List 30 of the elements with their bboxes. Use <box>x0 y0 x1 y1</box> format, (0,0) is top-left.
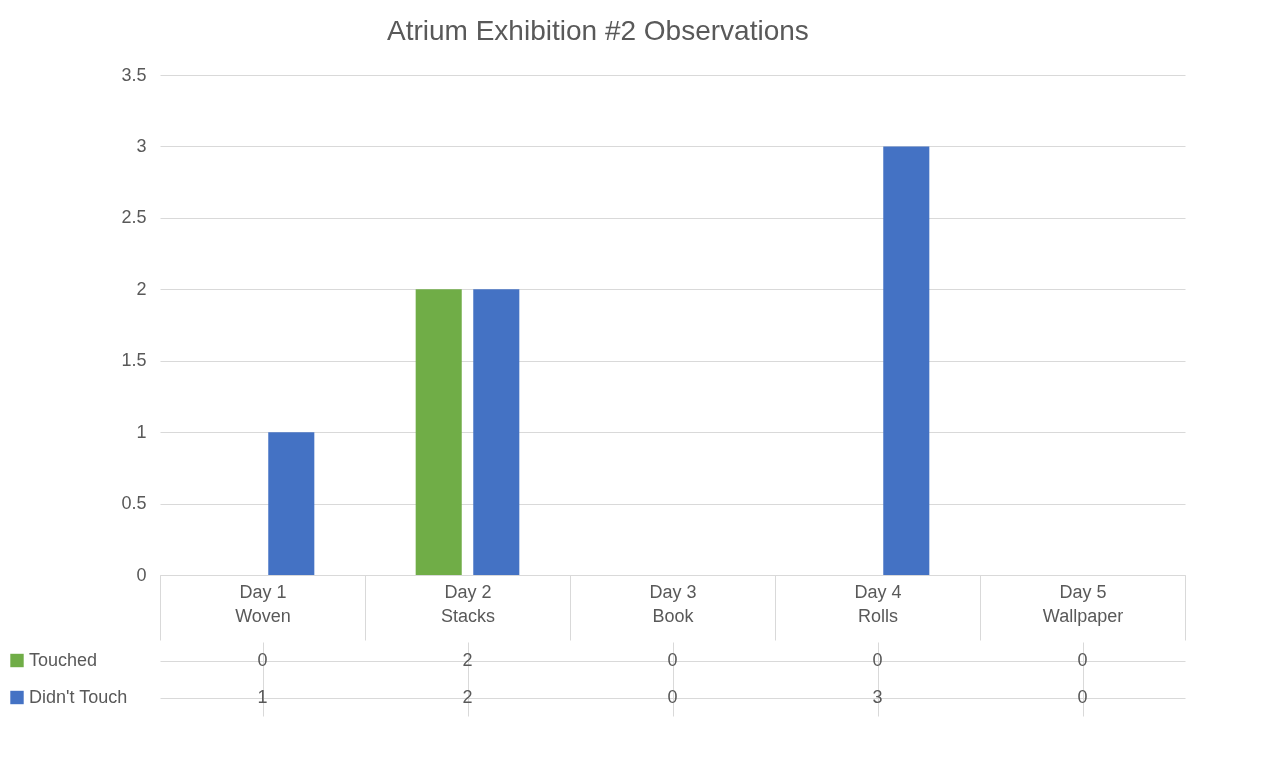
y-tick-label: 3.5 <box>121 64 147 85</box>
data-label: 3 <box>872 686 883 707</box>
y-tick-label: 0.5 <box>121 493 147 514</box>
bar <box>415 289 462 575</box>
bar <box>268 432 315 575</box>
data-label: 2 <box>462 686 473 707</box>
y-tick-label: 0 <box>136 564 147 585</box>
y-tick-label: 3 <box>136 135 147 156</box>
y-tick-label: 1 <box>136 421 147 442</box>
x-tick-label: Day 5 Wallpaper <box>1042 581 1124 626</box>
data-label: 2 <box>462 649 473 670</box>
x-tick-label: Day 2 Stacks <box>440 581 496 626</box>
legend-label: Touched <box>29 649 98 670</box>
x-tick-label: Day 3 Book <box>649 581 697 626</box>
bar <box>473 289 520 575</box>
data-label: 0 <box>1077 649 1088 670</box>
y-tick-label: 2 <box>136 278 147 299</box>
chart-title: Atrium Exhibition #2 Observations <box>387 15 809 46</box>
data-label: 0 <box>667 686 678 707</box>
x-tick-label: Day 4 Rolls <box>854 581 902 626</box>
data-label: 1 <box>257 686 268 707</box>
data-label: 0 <box>667 649 678 670</box>
x-tick-label: Day 1 Woven <box>235 581 291 626</box>
legend-label: Didn't Touch <box>29 686 128 707</box>
data-label: 0 <box>1077 686 1088 707</box>
data-label: 0 <box>257 649 268 670</box>
y-tick-label: 2.5 <box>121 207 147 228</box>
bar <box>883 146 930 575</box>
y-tick-label: 1.5 <box>121 350 147 371</box>
data-label: 0 <box>872 649 883 670</box>
